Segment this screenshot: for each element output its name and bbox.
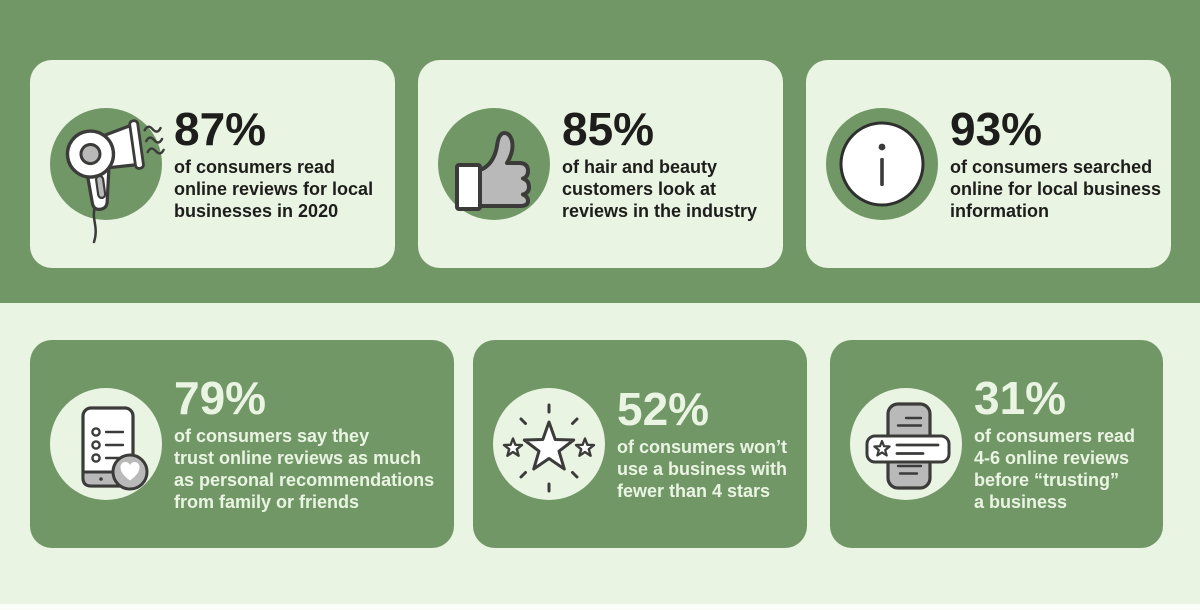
stat-percent: 52% bbox=[617, 383, 710, 435]
stat-text: 52% of consumers won’t use a business wi… bbox=[617, 386, 787, 502]
bottom-section: 79% of consumers say they trust online r… bbox=[0, 303, 1200, 604]
info-icon bbox=[826, 108, 938, 220]
stat-text: 31% of consumers read 4-6 online reviews… bbox=[974, 375, 1135, 513]
stat-text: 93% of consumers searched online for loc… bbox=[950, 106, 1161, 222]
stat-card-four-stars: 52% of consumers won’t use a business wi… bbox=[473, 340, 807, 548]
stat-description: of hair and beauty customers look at rev… bbox=[562, 157, 758, 221]
stat-card-trust-reviews: 79% of consumers say they trust online r… bbox=[30, 340, 454, 548]
footer-strip bbox=[0, 604, 1200, 610]
stat-card-searched-online: 93% of consumers searched online for loc… bbox=[806, 60, 1171, 268]
stat-percent: 79% bbox=[174, 372, 267, 424]
stat-description: of consumers say they trust online revie… bbox=[174, 426, 435, 512]
hair-dryer-icon bbox=[50, 108, 165, 244]
review-cards-icon bbox=[850, 388, 962, 500]
stat-description: of consumers read online reviews for loc… bbox=[174, 157, 374, 221]
top-section: 87% of consumers read online reviews for… bbox=[0, 0, 1200, 303]
stat-card-hair-beauty: 85% of hair and beauty customers look at… bbox=[418, 60, 783, 268]
stat-percent: 85% bbox=[562, 103, 655, 155]
stat-percent: 93% bbox=[950, 103, 1043, 155]
stat-text: 85% of hair and beauty customers look at… bbox=[562, 106, 757, 222]
stat-text: 79% of consumers say they trust online r… bbox=[174, 375, 434, 513]
stat-text: 87% of consumers read online reviews for… bbox=[174, 106, 373, 222]
stat-card-reviews-read: 87% of consumers read online reviews for… bbox=[30, 60, 395, 268]
stat-card-read-reviews: 31% of consumers read 4-6 online reviews… bbox=[830, 340, 1163, 548]
top-stat-row: 87% of consumers read online reviews for… bbox=[0, 0, 1200, 268]
star-rating-icon bbox=[493, 388, 605, 500]
thumbs-up-icon bbox=[438, 108, 550, 220]
stat-description: of consumers read 4-6 online reviews bef… bbox=[974, 426, 1136, 512]
phone-reviews-icon bbox=[50, 388, 162, 500]
bottom-stat-row: 79% of consumers say they trust online r… bbox=[0, 303, 1200, 548]
stat-description: of consumers searched online for local b… bbox=[950, 157, 1162, 221]
stat-percent: 31% bbox=[974, 372, 1067, 424]
stat-description: of consumers won’t use a business with f… bbox=[617, 437, 788, 501]
stat-percent: 87% bbox=[174, 103, 267, 155]
